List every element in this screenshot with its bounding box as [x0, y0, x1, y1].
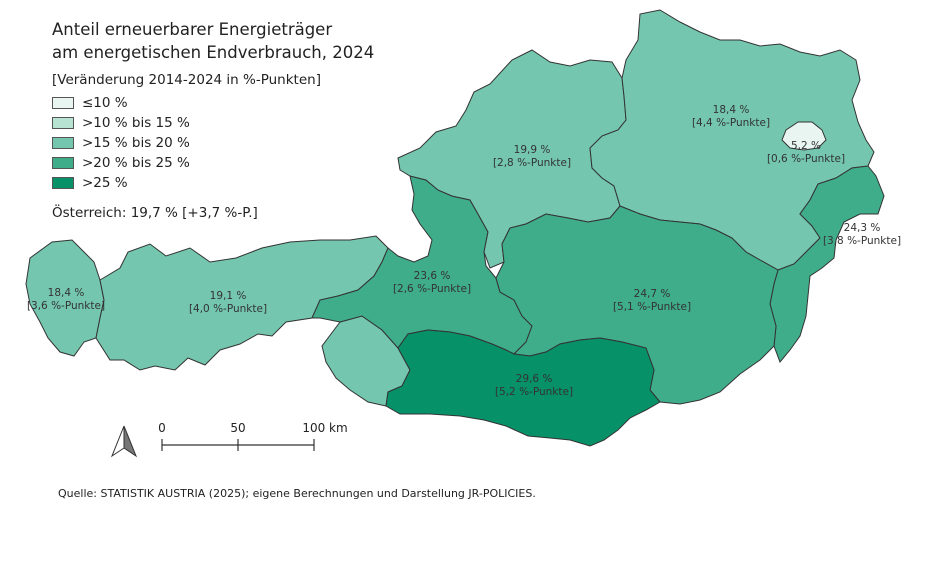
legend-swatch	[52, 117, 74, 129]
region-burgenland	[769, 165, 885, 363]
legend-label: >20 % bis 25 %	[82, 155, 190, 171]
label-niederoesterreich-value: 18,4 %	[713, 104, 750, 116]
label-steiermark-change: [5,1 %-Punkte]	[613, 301, 691, 313]
map-title-line1: Anteil erneuerbarer Energieträger	[52, 20, 333, 39]
scale-tick-100: 100 km	[302, 421, 347, 435]
legend-label: >10 % bis 15 %	[82, 115, 190, 131]
legend-item: >20 % bis 25 %	[52, 153, 190, 173]
label-kaernten-value: 29,6 %	[516, 373, 553, 385]
label-vorarlberg-change: [3,6 %-Punkte]	[27, 300, 105, 312]
region-steiermark	[495, 205, 779, 405]
legend-swatch	[52, 97, 74, 109]
scale-bar: 0 50 100 km	[158, 421, 348, 451]
label-wien-value: 5,2 %	[791, 140, 821, 152]
legend: ≤10 % >10 % bis 15 % >15 % bis 20 % >20 …	[52, 93, 190, 193]
label-salzburg-change: [2,6 %-Punkte]	[393, 283, 471, 295]
label-vorarlberg-value: 18,4 %	[48, 287, 85, 299]
label-tirol-change: [4,0 %-Punkte]	[189, 303, 267, 315]
legend-label: ≤10 %	[82, 95, 128, 111]
label-oberoesterreich-change: [2,8 %-Punkte]	[493, 157, 571, 169]
label-salzburg-value: 23,6 %	[414, 270, 451, 282]
region-wien	[781, 121, 827, 151]
source-note: Quelle: STATISTIK AUSTRIA (2025); eigene…	[58, 487, 536, 500]
label-wien-change: [0,6 %-Punkte]	[767, 153, 845, 165]
legend-label: >15 % bis 20 %	[82, 135, 190, 151]
label-kaernten-change: [5,2 %-Punkte]	[495, 386, 573, 398]
legend-swatch	[52, 137, 74, 149]
label-oberoesterreich-value: 19,9 %	[514, 144, 551, 156]
legend-label: >25 %	[82, 175, 128, 191]
legend-item: >25 %	[52, 173, 190, 193]
region-kaernten	[385, 329, 661, 447]
legend-item: >10 % bis 15 %	[52, 113, 190, 133]
label-burgenland-value: 24,3 %	[844, 222, 881, 234]
scale-tick-0: 0	[158, 421, 166, 435]
legend-item: >15 % bis 20 %	[52, 133, 190, 153]
label-steiermark-value: 24,7 %	[634, 288, 671, 300]
map-title-line2: am energetischen Endverbrauch, 2024	[52, 43, 375, 62]
austria-total: Österreich: 19,7 % [+3,7 %-P.]	[52, 205, 258, 221]
legend-title: [Veränderung 2014-2024 in %-Punkten]	[52, 72, 321, 88]
legend-swatch	[52, 177, 74, 189]
scale-tick-50: 50	[230, 421, 245, 435]
label-niederoesterreich-change: [4,4 %-Punkte]	[692, 117, 770, 129]
label-tirol-value: 19,1 %	[210, 290, 247, 302]
legend-item: ≤10 %	[52, 93, 190, 113]
north-arrow-icon	[110, 425, 138, 458]
label-burgenland-change: [3,8 %-Punkte]	[823, 235, 901, 247]
legend-swatch	[52, 157, 74, 169]
